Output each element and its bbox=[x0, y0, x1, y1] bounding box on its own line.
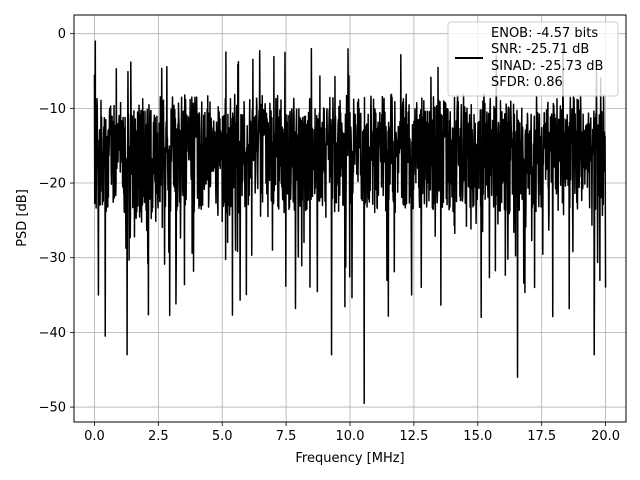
x-tick-label: 15.0 bbox=[463, 429, 492, 444]
x-tick-label: 12.5 bbox=[399, 429, 428, 444]
legend: ENOB: -4.57 bits SNR: -25.71 dB SINAD: -… bbox=[447, 21, 619, 97]
x-axis-label: Frequency [MHz] bbox=[295, 451, 404, 466]
y-tick-label: −30 bbox=[39, 251, 66, 266]
x-tick-label: 10.0 bbox=[336, 429, 365, 444]
x-tick-label: 5.0 bbox=[212, 429, 233, 444]
x-tick-label: 0.0 bbox=[84, 429, 105, 444]
y-axis-ticks: 0 −10 −20 −30 −40 −50 bbox=[39, 27, 74, 416]
series-group bbox=[93, 40, 607, 405]
y-tick-label: −20 bbox=[39, 177, 66, 192]
x-tick-label: 2.5 bbox=[148, 429, 169, 444]
legend-sfdr: SFDR: 0.86 bbox=[491, 75, 563, 90]
y-tick-label: 0 bbox=[58, 27, 66, 42]
x-axis-ticks: 0.0 2.5 5.0 7.5 10.0 12.5 15.0 17.5 20.0 bbox=[84, 422, 620, 444]
x-tick-label: 20.0 bbox=[591, 429, 620, 444]
x-tick-label: 17.5 bbox=[527, 429, 556, 444]
y-axis-label: PSD [dB] bbox=[15, 189, 30, 247]
legend-sinad: SINAD: -25.73 dB bbox=[491, 59, 603, 74]
x-tick-label: 7.5 bbox=[276, 429, 297, 444]
y-tick-label: −40 bbox=[39, 326, 66, 341]
legend-enob: ENOB: -4.57 bits bbox=[491, 26, 598, 41]
legend-snr: SNR: -25.71 dB bbox=[491, 42, 589, 57]
y-tick-label: −10 bbox=[39, 102, 66, 117]
psd-series-line bbox=[93, 40, 607, 405]
y-tick-label: −50 bbox=[39, 401, 66, 416]
legend-box bbox=[447, 21, 619, 97]
